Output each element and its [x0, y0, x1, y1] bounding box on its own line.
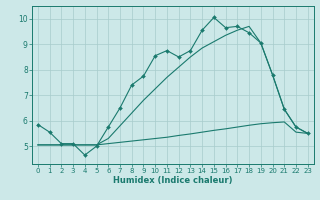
X-axis label: Humidex (Indice chaleur): Humidex (Indice chaleur): [113, 176, 233, 185]
